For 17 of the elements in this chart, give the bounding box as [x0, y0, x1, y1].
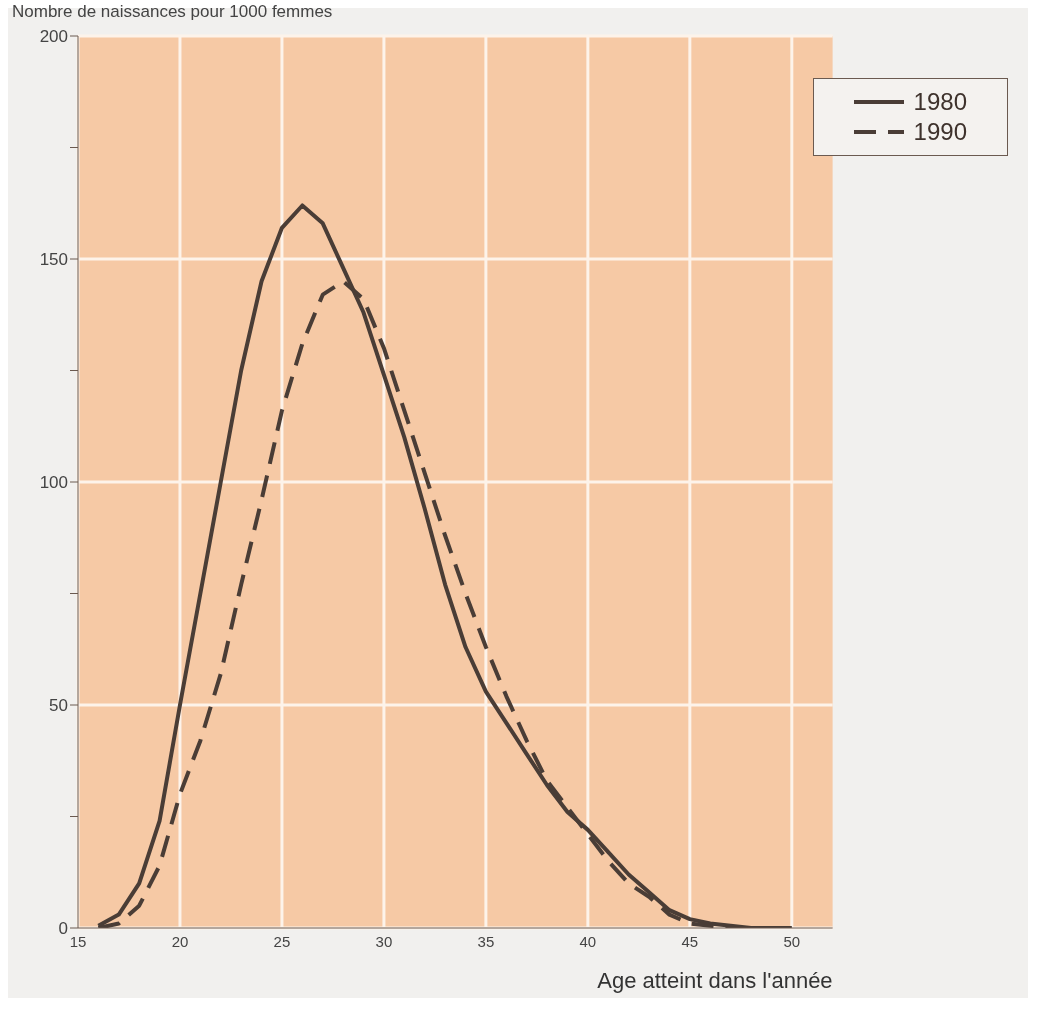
legend-label: 1990 [913, 117, 967, 147]
x-tick-label: 50 [783, 932, 801, 950]
x-tick-label: 20 [171, 932, 189, 950]
y-tick-label: 0 [58, 919, 68, 939]
x-tick-label: 45 [681, 932, 699, 950]
y-tick-label: 50 [49, 696, 68, 716]
x-axis-title: Age atteint dans l'année [597, 968, 833, 993]
y-tick-label: 150 [39, 250, 68, 270]
x-tick-label: 35 [477, 932, 495, 950]
y-tick-label: 200 [39, 27, 68, 47]
y-tick-label: 100 [39, 473, 68, 493]
legend-label: 1980 [913, 87, 967, 117]
x-tick-label: 30 [375, 932, 393, 950]
x-tick-label: 25 [273, 932, 291, 950]
x-tick-label: 40 [579, 932, 597, 950]
y-axis-title: Nombre de naissances pour 1000 femmes [12, 2, 333, 22]
x-tick-label: 15 [69, 932, 87, 950]
